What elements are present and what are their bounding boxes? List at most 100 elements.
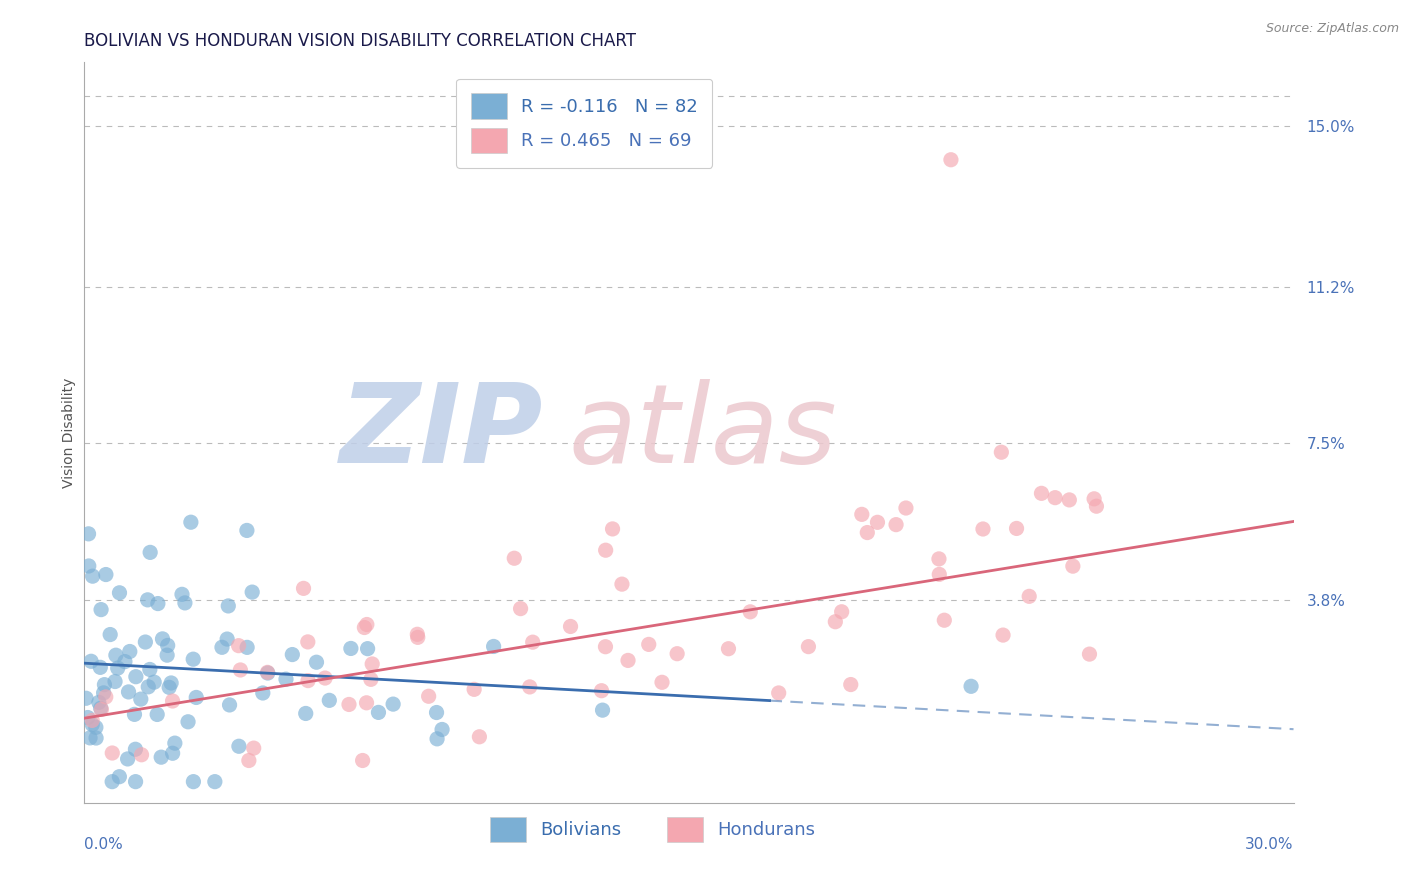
Point xyxy=(75,691,97,706)
Point xyxy=(666,647,689,661)
Point xyxy=(90,602,112,616)
Point xyxy=(519,680,541,694)
Point xyxy=(367,706,389,720)
Point xyxy=(318,693,340,707)
Point xyxy=(84,720,107,734)
Point xyxy=(637,637,659,651)
Point xyxy=(297,673,319,688)
Point xyxy=(160,676,183,690)
Point xyxy=(1031,486,1053,500)
Y-axis label: Vision Disability: Vision Disability xyxy=(62,377,76,488)
Point xyxy=(360,673,382,687)
Point xyxy=(80,654,103,668)
Point xyxy=(418,690,440,704)
Point xyxy=(934,613,956,627)
Point xyxy=(406,627,429,641)
Point xyxy=(77,558,100,573)
Point xyxy=(610,577,633,591)
Point xyxy=(292,582,315,596)
Point xyxy=(851,508,873,522)
Point xyxy=(1059,492,1081,507)
Point xyxy=(509,601,531,615)
Point xyxy=(117,752,139,766)
Point xyxy=(592,703,614,717)
Point xyxy=(356,617,378,632)
Point xyxy=(768,686,790,700)
Point xyxy=(595,543,617,558)
Point xyxy=(831,605,853,619)
Point xyxy=(352,754,374,768)
Text: atlas: atlas xyxy=(568,379,837,486)
Point xyxy=(84,731,107,745)
Point xyxy=(617,653,640,667)
Point xyxy=(150,750,173,764)
Point xyxy=(1005,521,1028,535)
Point xyxy=(839,677,862,691)
Point xyxy=(353,620,375,634)
Point xyxy=(118,644,141,658)
Point xyxy=(463,682,485,697)
Point xyxy=(108,586,131,600)
Point xyxy=(252,686,274,700)
Point xyxy=(229,663,252,677)
Point xyxy=(824,615,846,629)
Point xyxy=(186,690,208,705)
Point xyxy=(104,648,127,663)
Point xyxy=(124,742,146,756)
Point xyxy=(297,635,319,649)
Point xyxy=(89,660,111,674)
Point xyxy=(274,672,297,686)
Point xyxy=(256,666,278,681)
Point xyxy=(228,739,250,754)
Point xyxy=(960,679,983,693)
Point xyxy=(356,641,378,656)
Point xyxy=(425,706,447,720)
Text: ZIP: ZIP xyxy=(340,379,544,486)
Point xyxy=(240,585,263,599)
Point xyxy=(136,680,159,694)
Point xyxy=(406,631,429,645)
Point xyxy=(256,665,278,680)
Point xyxy=(170,587,193,601)
Point xyxy=(1018,590,1040,604)
Point xyxy=(217,632,239,646)
Point xyxy=(76,710,98,724)
Point xyxy=(93,686,115,700)
Point xyxy=(124,774,146,789)
Point xyxy=(117,685,139,699)
Point xyxy=(108,770,131,784)
Point xyxy=(139,663,162,677)
Point xyxy=(426,731,449,746)
Point xyxy=(125,670,148,684)
Point xyxy=(337,698,360,712)
Point xyxy=(236,640,259,655)
Point xyxy=(602,522,624,536)
Text: BOLIVIAN VS HONDURAN VISION DISABILITY CORRELATION CHART: BOLIVIAN VS HONDURAN VISION DISABILITY C… xyxy=(84,32,637,50)
Point xyxy=(522,635,544,649)
Point xyxy=(211,640,233,655)
Point xyxy=(717,641,740,656)
Point xyxy=(797,640,820,654)
Point xyxy=(114,655,136,669)
Point xyxy=(238,754,260,768)
Point xyxy=(101,746,124,760)
Point xyxy=(928,567,950,582)
Point xyxy=(157,681,180,695)
Point xyxy=(560,619,582,633)
Point xyxy=(90,702,112,716)
Point xyxy=(124,707,146,722)
Point xyxy=(294,706,316,721)
Point xyxy=(93,678,115,692)
Point xyxy=(595,640,617,654)
Point xyxy=(972,522,994,536)
Point xyxy=(204,774,226,789)
Text: 30.0%: 30.0% xyxy=(1246,837,1294,852)
Point xyxy=(90,701,112,715)
Point xyxy=(143,675,166,690)
Point xyxy=(131,747,153,762)
Point xyxy=(82,569,104,583)
Point xyxy=(156,648,179,662)
Point xyxy=(430,723,453,737)
Text: 0.0%: 0.0% xyxy=(84,837,124,852)
Point xyxy=(163,736,186,750)
